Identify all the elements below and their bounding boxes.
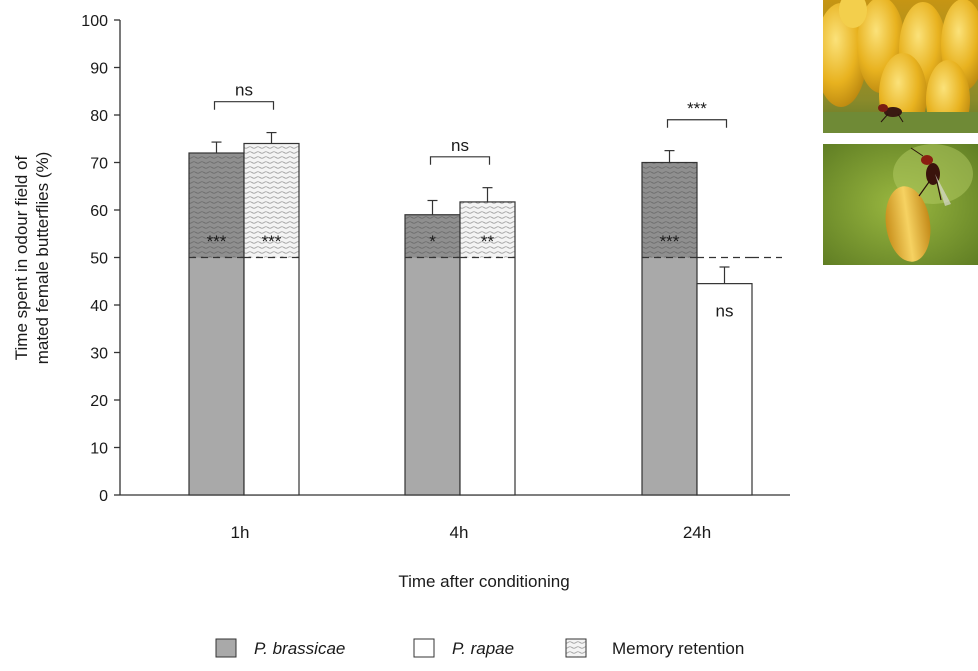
- comparison-bracket: [213, 101, 275, 110]
- legend-label: Memory retention: [612, 639, 744, 658]
- y-tick-label: 80: [90, 108, 108, 125]
- comparison-bracket: [429, 156, 491, 165]
- y-tick-label: 30: [90, 346, 108, 363]
- comparison-label: ns: [235, 81, 253, 100]
- y-tick-label: 50: [90, 251, 108, 268]
- x-category-label: 1h: [231, 523, 250, 542]
- y-tick-label: 100: [81, 13, 108, 30]
- butterfly-eggs-wasp-photo: [823, 0, 978, 133]
- significance-label: *: [429, 232, 436, 251]
- bar-base: [405, 257, 460, 495]
- bar: [697, 283, 752, 495]
- legend-swatch: [565, 638, 587, 658]
- bar-base: [460, 257, 515, 495]
- comparison-label: ***: [687, 99, 707, 118]
- bar-memory-retention: [642, 162, 697, 258]
- y-tick-label: 20: [90, 393, 108, 410]
- legend-swatch: [215, 638, 237, 658]
- wasp-on-egg-photo: [823, 144, 978, 265]
- comparison-label: ns: [451, 136, 469, 155]
- bar-memory-retention: [405, 214, 460, 258]
- y-tick-label: 90: [90, 61, 108, 78]
- x-axis-title: Time after conditioning: [398, 572, 569, 591]
- legend-swatch: [413, 638, 435, 658]
- legend-label: P. brassicae: [254, 639, 345, 658]
- significance-label: ***: [262, 232, 282, 251]
- bar-memory-retention: [244, 143, 299, 258]
- x-category-label: 4h: [450, 523, 469, 542]
- bar-base: [189, 257, 244, 495]
- x-category-label: 24h: [683, 523, 711, 542]
- bar-base: [244, 257, 299, 495]
- y-tick-label: 40: [90, 298, 108, 315]
- legend-label: P. rapae: [452, 639, 514, 658]
- y-tick-label: 60: [90, 203, 108, 220]
- bar-base: [642, 257, 697, 495]
- significance-label: ***: [207, 232, 227, 251]
- significance-label: ns: [716, 302, 734, 321]
- y-axis-title: Time spent in odour field of mated female…: [12, 152, 52, 365]
- significance-label: ***: [660, 232, 680, 251]
- y-tick-label: 70: [90, 156, 108, 173]
- y-tick-label: 10: [90, 441, 108, 458]
- bar-memory-retention: [460, 201, 515, 258]
- bar-memory-retention: [189, 153, 244, 258]
- significance-label: **: [481, 232, 495, 251]
- y-tick-label: 0: [99, 488, 108, 505]
- comparison-bracket: [666, 119, 728, 128]
